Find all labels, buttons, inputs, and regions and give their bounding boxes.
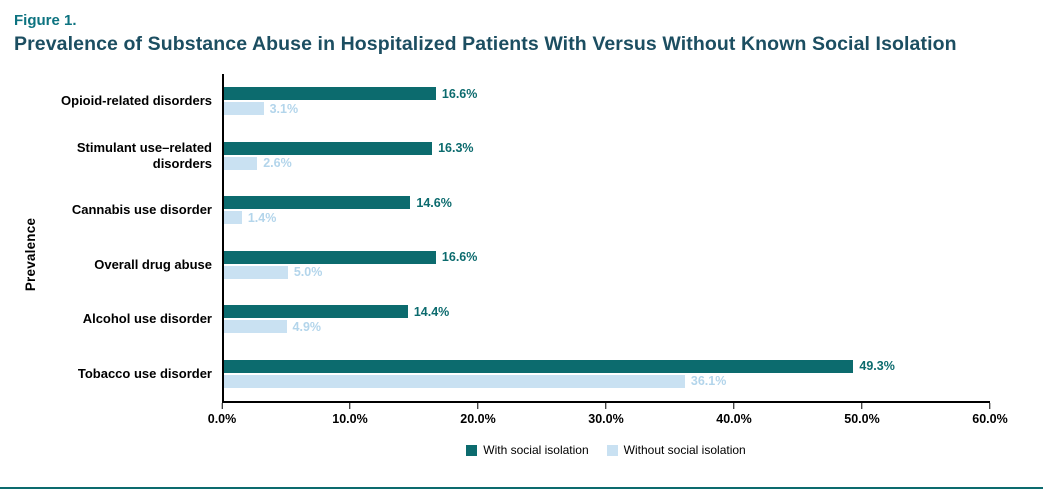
tick-label: 10.0% — [332, 412, 368, 426]
bar-with-isolation: 16.6% — [224, 250, 990, 265]
bar-without-isolation: 3.1% — [224, 101, 990, 116]
x-axis-tick: 50.0% — [844, 403, 880, 426]
x-axis: 0.0% 10.0% 20.0% 30.0% 40.0% 50.0% 60.0% — [208, 401, 1008, 435]
category-label: Opioid-related disorders — [61, 93, 212, 109]
bar-with-isolation: 14.4% — [224, 304, 990, 319]
tick-mark — [861, 403, 863, 409]
tick-label: 60.0% — [972, 412, 1008, 426]
tick-mark — [989, 403, 991, 409]
category-label: Tobacco use disorder — [77, 365, 212, 381]
row-plot: 14.6% 1.4% — [222, 183, 990, 238]
value-label: 3.1% — [269, 101, 299, 116]
value-label: 14.6% — [416, 195, 452, 210]
category-label: Cannabis use disorder — [71, 202, 212, 218]
chart-row: Alcohol use disorder 14.4% 4.9% — [48, 292, 990, 347]
bar — [224, 359, 854, 373]
row-plot: 16.6% 5.0% — [222, 237, 990, 292]
category-label: Stimulant use–related disorders — [76, 139, 212, 171]
bar-without-isolation: 2.6% — [224, 156, 990, 171]
chart-row: Opioid-related disorders 16.6% 3.1% — [48, 74, 990, 129]
bar-with-isolation: 14.6% — [224, 195, 990, 210]
legend-swatch — [606, 444, 618, 456]
row-plot: 16.3% 2.6% — [222, 128, 990, 183]
chart-row: Cannabis use disorder 14.6% 1.4% — [48, 183, 990, 238]
value-label: 16.6% — [441, 250, 478, 265]
x-axis-tick: 60.0% — [972, 403, 1008, 426]
category-label: Alcohol use disorder — [82, 311, 212, 327]
bar-with-isolation: 16.3% — [224, 141, 990, 156]
row-plot: 14.4% 4.9% — [222, 292, 990, 347]
tick-mark — [733, 403, 735, 409]
chart-rows: Opioid-related disorders 16.6% 3.1% Stimula… — [48, 74, 990, 401]
bar-without-isolation: 4.9% — [224, 319, 990, 334]
legend-item: Without social isolation — [606, 443, 746, 457]
x-axis-tick: 20.0% — [460, 403, 496, 426]
legend-item: With social isolation — [466, 443, 589, 457]
value-label: 1.4% — [247, 210, 277, 225]
bar — [224, 305, 408, 319]
bar-with-isolation: 49.3% — [224, 359, 990, 374]
chart-legend: With social isolation Without social isol… — [222, 443, 990, 457]
bar — [224, 374, 685, 388]
bar-with-isolation: 16.6% — [224, 86, 990, 101]
category-label: Overall drug abuse — [94, 256, 212, 272]
value-label: 5.0% — [293, 265, 323, 280]
chart-row: Overall drug abuse 16.6% 5.0% — [48, 237, 990, 292]
x-axis-tick: 10.0% — [332, 403, 368, 426]
figure-title: Prevalence of Substance Abuse in Hospita… — [14, 33, 957, 55]
value-label: 4.9% — [292, 319, 322, 334]
plot-area: Opioid-related disorders 16.6% 3.1% Stimula… — [48, 74, 1008, 435]
bottom-divider — [0, 487, 1043, 489]
value-label: 16.6% — [441, 86, 478, 101]
bar — [224, 87, 436, 101]
row-plot: 16.6% 3.1% — [222, 74, 990, 129]
bar-without-isolation: 36.1% — [224, 374, 990, 389]
bar — [224, 102, 264, 116]
bar — [224, 320, 287, 334]
tick-mark — [221, 403, 223, 409]
y-axis-label: Prevalence — [23, 217, 39, 292]
bar — [224, 156, 258, 170]
value-label: 2.6% — [263, 156, 292, 171]
value-label: 14.4% — [413, 304, 450, 319]
tick-label: 50.0% — [844, 412, 880, 426]
tick-label: 30.0% — [588, 412, 624, 426]
bar — [224, 196, 411, 210]
bar — [224, 211, 242, 225]
bar — [224, 141, 433, 155]
legend-label: Without social isolation — [623, 443, 746, 457]
tick-mark — [477, 403, 479, 409]
tick-label: 0.0% — [207, 412, 237, 426]
x-axis-tick: 40.0% — [716, 403, 752, 426]
y-axis-label-column: Prevalence — [14, 74, 48, 435]
bar — [224, 265, 288, 279]
row-plot: 49.3% 36.1% — [222, 346, 990, 401]
tick-mark — [349, 403, 351, 409]
value-label: 16.3% — [438, 141, 474, 156]
legend-swatch — [466, 444, 478, 456]
tick-mark — [605, 403, 607, 409]
x-axis-tick: 0.0% — [207, 403, 237, 426]
tick-label: 40.0% — [716, 412, 752, 426]
bar-chart: Prevalence Opioid-related disorders 16.6%… — [14, 74, 1008, 435]
bar — [224, 250, 436, 264]
tick-label: 20.0% — [460, 412, 496, 426]
value-label: 36.1% — [690, 374, 727, 389]
legend-label: With social isolation — [483, 443, 589, 457]
chart-row: Tobacco use disorder 49.3% 36.1% — [48, 346, 990, 401]
value-label: 49.3% — [859, 359, 895, 374]
chart-row: Stimulant use–related disorders 16.3% 2.6% — [48, 128, 990, 183]
bar-without-isolation: 5.0% — [224, 265, 990, 280]
bar-without-isolation: 1.4% — [224, 210, 990, 225]
x-axis-tick: 30.0% — [588, 403, 624, 426]
figure-label: Figure 1. — [14, 12, 77, 29]
